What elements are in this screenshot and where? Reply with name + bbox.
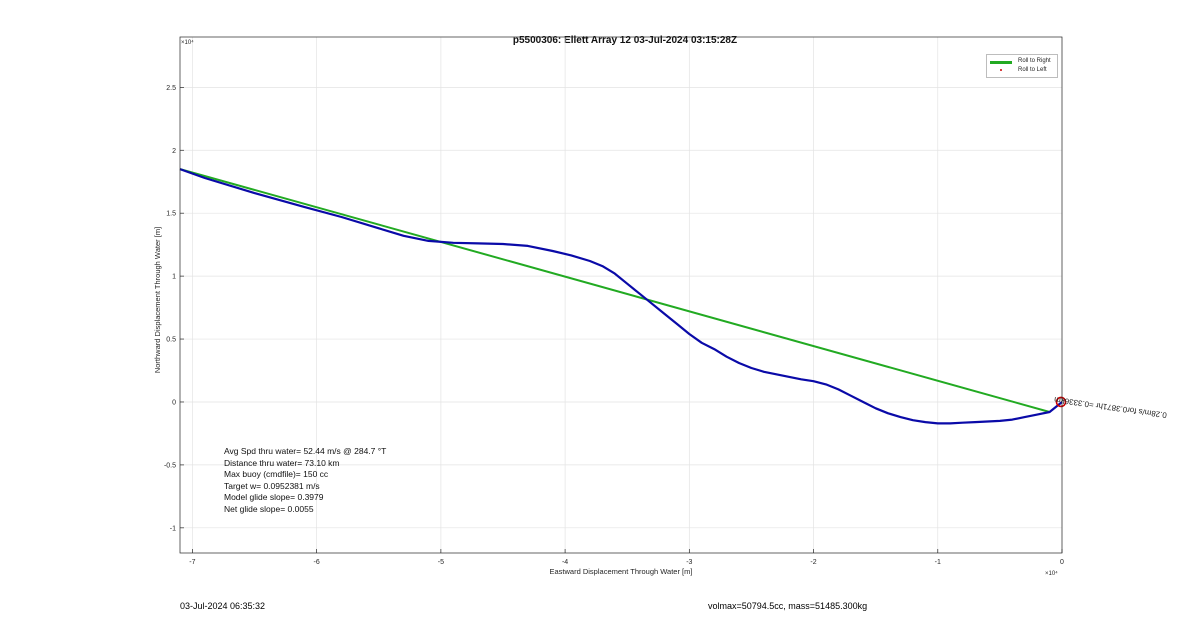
footer-vol-mass: volmax=50794.5cc, mass=51485.300kg [708,601,868,611]
stat-max-buoy: Max buoy (cmdfile)= 150 cc [224,469,329,479]
x-tick-label: -2 [810,559,816,566]
x-tick-label: -5 [438,559,444,566]
y-tick-label: 2 [172,148,176,155]
x-tick-label: -3 [686,559,692,566]
legend-item-roll-left: Roll to Left [990,67,1056,75]
legend-label: Roll to Right [1018,58,1051,64]
plot-area-frame [179,36,1063,554]
stat-distance: Distance thru water= 73.10 km [224,457,340,468]
x-tick-label: -6 [314,559,320,566]
y-tick-label: -1 [170,525,176,532]
y-tick-label: 0.5 [166,337,176,344]
track-annotation: 0.28m/s for0.3871hr =0.3336km [1053,395,1167,420]
y-tick-label: 0 [172,399,176,406]
tick-labels: -7 -6 -5 -4 -3 -2 -1 0 -1 -0.5 0 0.5 1 1.5 2 2.5 [164,85,1064,566]
stat-net-glide: Net glide slope= 0.0055 [224,503,314,514]
y-tick-label: 2.5 [166,85,176,92]
model-glide-line [179,168,1050,413]
y-tick-label: 1 [172,274,176,281]
legend-marker-swatch [1000,69,1002,71]
stat-target-w: Target w= 0.0952381 m/s [224,480,320,491]
end-marker [1055,396,1067,408]
stat-model-glide: Model glide slope= 0.3979 [224,492,324,502]
x-tick-label: -1 [935,559,941,566]
legend-item-roll-right: Roll to Right [990,58,1056,66]
legend: Roll to Right Roll to Left [986,54,1058,78]
dive-stats: Avg Spd thru water= 52.44 m/s @ 284.7 °T… [224,446,386,515]
x-tick-label: -4 [562,559,568,566]
legend-line-swatch [990,61,1012,64]
stat-avg-speed: Avg Spd thru water= 52.44 m/s @ 284.7 °T [224,446,387,456]
y-axis-label: Northward Displacement Through Water [m] [153,227,162,373]
y-tick-label: 1.5 [166,211,176,218]
grid-lines [180,37,1063,553]
x-tick-label: 0 [1060,559,1064,566]
series-layer [179,168,1067,425]
y-tick-label: -0.5 [164,462,176,469]
actual-track-line [179,168,1063,425]
x-tick-label: -7 [189,559,195,566]
chart-title: p5500306: Ellett Array 12 03-Jul-2024 03… [513,35,737,46]
x-axis-label: Eastward Displacement Through Water [m] [550,567,693,576]
x-exponent-label: ×10⁴ [1045,570,1058,577]
footer-timestamp: 03-Jul-2024 06:35:32 [180,601,266,611]
y-exponent-label: ×10⁴ [181,39,194,46]
legend-label: Roll to Left [1018,67,1047,73]
